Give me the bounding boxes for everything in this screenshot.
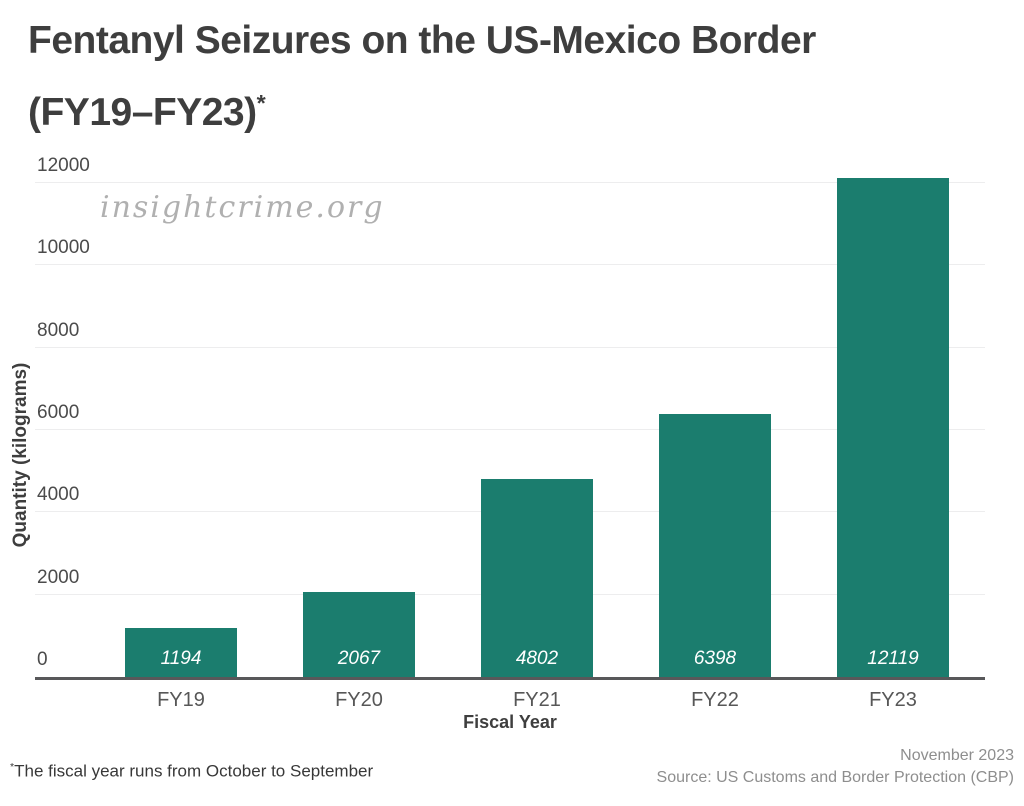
bar-fy23[interactable]: 12119 (837, 178, 949, 677)
y-axis-title: Quantity (kilograms) (10, 362, 31, 548)
x-tick-label-fy22: FY22 (691, 689, 739, 711)
y-tick-label-2000: 2000 (37, 566, 80, 588)
credits: November 2023 Source: US Customs and Bor… (657, 745, 1014, 789)
x-tick-label-fy23: FY23 (869, 689, 917, 711)
plot-area: 0 2000 4000 6000 8000 10000 12000 1194 FY19 2067 F… (35, 140, 985, 711)
x-axis-title: Fiscal Year (463, 712, 557, 732)
bar-fy22[interactable]: 6398 (659, 413, 771, 677)
x-tick-label-fy21: FY21 (513, 689, 561, 711)
chart-title-line2: (FY19–FY23)* (28, 90, 266, 134)
x-tick-label-fy19: FY19 (157, 689, 205, 711)
watermark: insightcrime.org (100, 190, 385, 225)
y-tick-label-8000: 8000 (37, 319, 80, 341)
bar-value-label-fy22: 6398 (693, 648, 737, 669)
y-tick-label-0: 0 (37, 649, 48, 670)
footnote-text: The fiscal year runs from October to Sep… (14, 761, 374, 781)
bar-value-label-fy19: 1194 (160, 648, 202, 669)
bar-fy20[interactable]: 2067 (303, 591, 415, 677)
bar-value-label-fy23: 12119 (867, 648, 919, 669)
gridline-y10000 (35, 264, 985, 266)
gridline-y8000 (35, 346, 985, 348)
bar-fy19[interactable]: 1194 (125, 627, 237, 677)
x-axis-baseline (35, 677, 985, 680)
y-tick-label-10000: 10000 (37, 237, 90, 259)
bar-value-label-fy20: 2067 (337, 648, 381, 669)
y-tick-label-12000: 12000 (37, 155, 90, 176)
source-attribution: Source: US Customs and Border Protection… (656, 769, 1014, 786)
x-tick-label-fy20: FY20 (335, 689, 383, 711)
publish-date: November 2023 (900, 747, 1014, 764)
chart-title: Fentanyl Seizures on the US-Mexico Borde… (28, 10, 988, 144)
gridline-y6000 (35, 429, 985, 430)
bar-value-label-fy21: 4802 (515, 648, 559, 669)
y-tick-label-4000: 4000 (37, 484, 80, 506)
chart-title-line1: Fentanyl Seizures on the US-Mexico Borde… (28, 19, 816, 62)
bar-fy21[interactable]: 4802 (481, 479, 593, 677)
y-tick-label-6000: 6000 (37, 402, 80, 423)
footnote-asterisk: * (10, 761, 15, 773)
gridline-y12000 (35, 182, 985, 183)
footnote: *The fiscal year runs from October to Se… (10, 761, 373, 782)
title-asterisk: * (256, 90, 266, 116)
